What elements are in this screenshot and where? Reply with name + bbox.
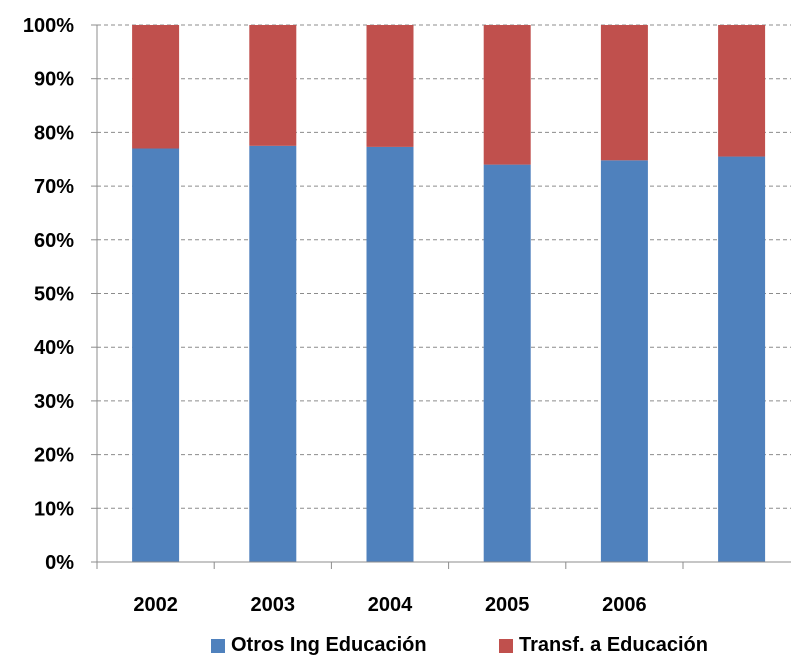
bars <box>132 25 766 563</box>
x-tick-labels: 2002 2003 2004 2005 2006 <box>133 594 646 616</box>
y-tick-label: 30% <box>34 391 74 413</box>
legend-swatch-series-2 <box>499 638 513 653</box>
bar-transf <box>600 25 648 161</box>
y-tick-label: 40% <box>34 337 74 359</box>
legend: Otros Ing Educación Transf. a Educación <box>0 634 791 658</box>
y-tick-labels: 0% 10% 20% 30% 40% 50% 60% 70% 80% 90% 100% <box>23 15 74 574</box>
bar-otros <box>132 148 180 562</box>
legend-label-series-1: Otros Ing Educación <box>231 634 427 656</box>
y-tick-label: 60% <box>34 230 74 252</box>
x-tick-label: 2005 <box>485 594 530 616</box>
y-tick-label: 10% <box>34 498 74 520</box>
y-tick-label: 80% <box>34 122 74 144</box>
axes <box>91 24 791 569</box>
bar-otros <box>366 146 414 563</box>
legend-item-series-1: Otros Ing Educación <box>211 634 427 657</box>
bar-transf <box>483 25 531 165</box>
bar-otros <box>249 145 297 562</box>
bar-transf <box>132 25 180 149</box>
bar-otros <box>718 156 766 562</box>
y-tick-label: 100% <box>23 15 74 37</box>
x-tick-label: 2006 <box>602 594 647 616</box>
y-tick-label: 50% <box>34 284 74 306</box>
legend-item-series-2: Transf. a Educación <box>499 634 708 657</box>
y-tick-label: 90% <box>34 69 74 91</box>
bar-transf <box>718 25 766 157</box>
bar-transf <box>249 25 297 146</box>
x-tick-label: 2002 <box>133 594 178 616</box>
gridlines <box>97 24 791 509</box>
bar-otros <box>483 164 531 562</box>
y-tick-label: 20% <box>34 445 74 467</box>
legend-swatch-series-1 <box>211 638 225 653</box>
legend-label-series-2: Transf. a Educación <box>519 634 708 656</box>
x-tick-label: 2003 <box>251 594 296 616</box>
x-tick-label: 2004 <box>368 594 413 616</box>
y-tick-label: 70% <box>34 176 74 198</box>
bar-otros <box>600 160 648 562</box>
y-tick-label: 0% <box>45 552 74 574</box>
bar-transf <box>366 25 414 147</box>
